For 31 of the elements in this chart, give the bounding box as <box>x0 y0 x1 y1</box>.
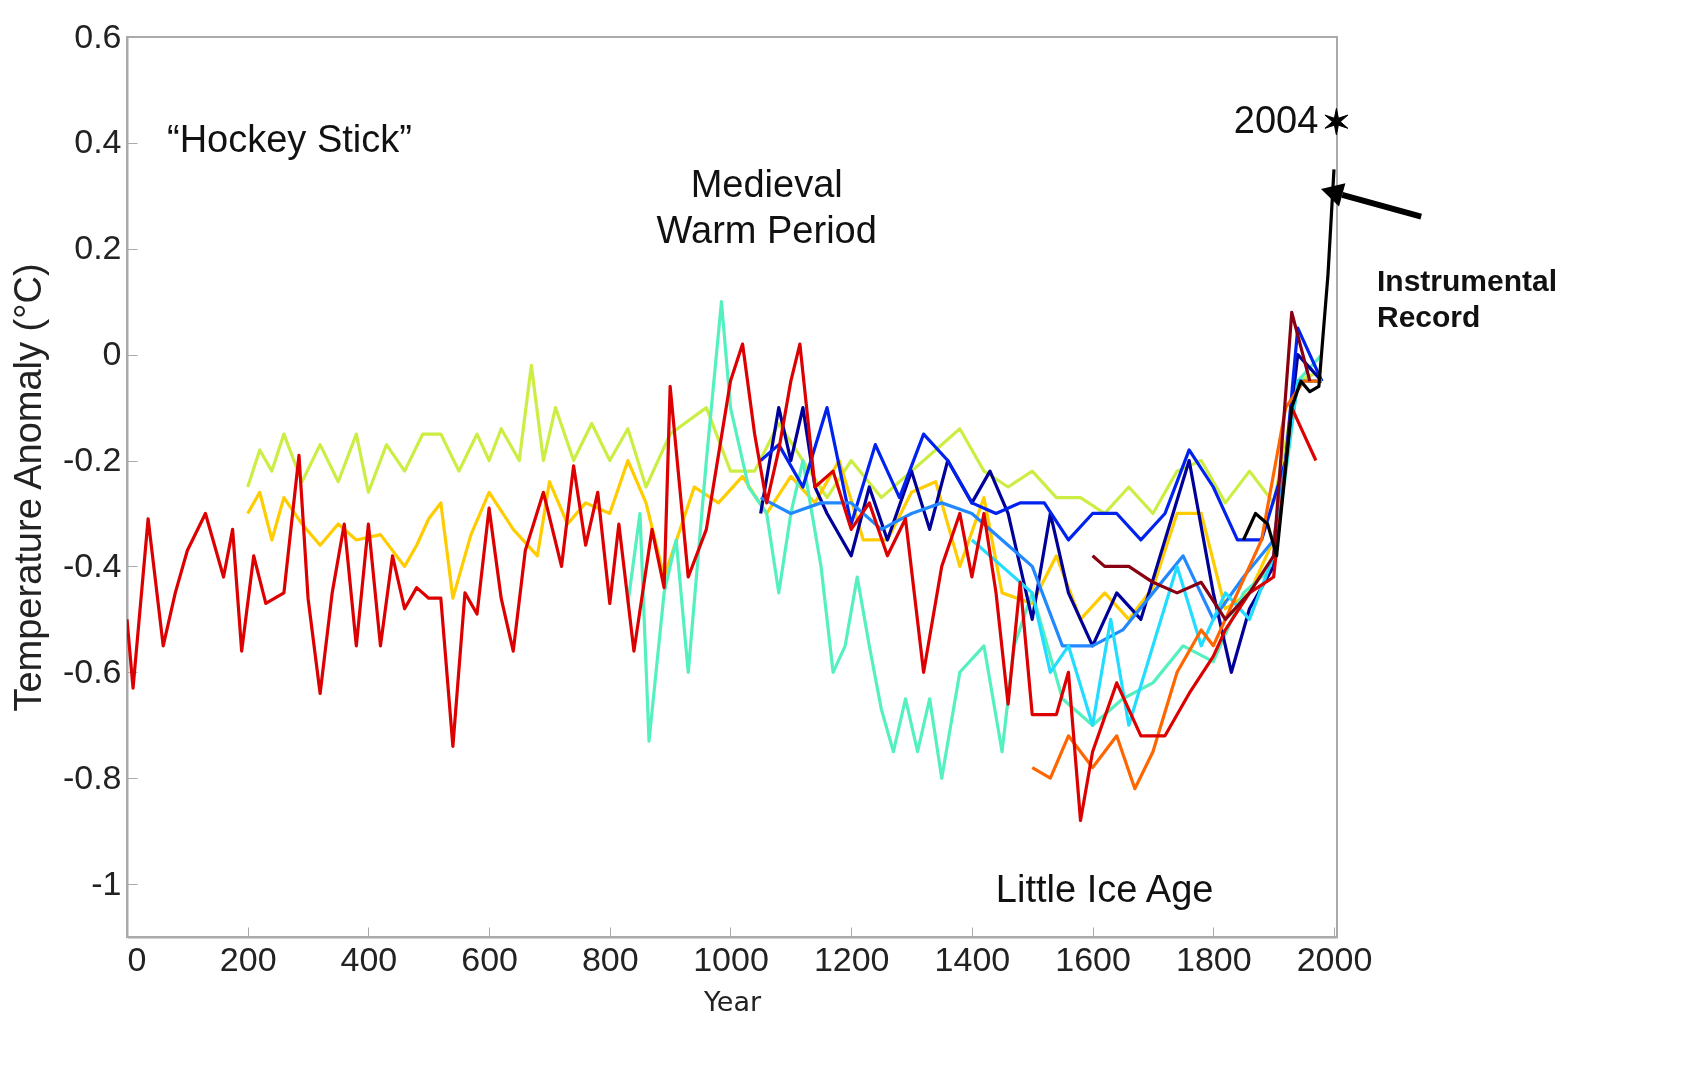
x-tick-label: 1000 <box>693 939 769 978</box>
y-tick-label: 0 <box>102 334 122 373</box>
text: Instrumental Record <box>1377 264 1558 333</box>
x-tick-label: 200 <box>219 939 277 978</box>
x-tick-label: 600 <box>461 939 518 978</box>
y-tick-label: 0.4 <box>74 122 122 161</box>
y-axis-title: Temperature Anomaly (°C) <box>6 263 49 712</box>
x-axis-title: Year <box>702 985 762 1017</box>
line-series <box>1090 310 1312 621</box>
annotation: 2004 <box>1233 98 1319 141</box>
y-tick-label: -0.8 <box>62 757 122 796</box>
annotation: Medieval Warm Period <box>656 163 877 251</box>
annotation: Little Ice Age <box>995 868 1214 910</box>
line-series <box>1030 379 1324 791</box>
x-tick-label: 2000 <box>1296 939 1373 978</box>
x-tick-label: 1800 <box>1175 939 1252 978</box>
y-tick-label: -1 <box>91 863 122 902</box>
x-tick-label: 800 <box>581 939 639 978</box>
y-tick-label: 0.6 <box>74 16 122 55</box>
y-tick-label: 0.2 <box>74 228 122 267</box>
y-tick-label: -0.4 <box>62 545 122 584</box>
line-series <box>1241 167 1336 558</box>
line-series <box>127 342 1318 823</box>
x-tick-label: 400 <box>340 939 398 978</box>
x-tick-label: 1600 <box>1055 939 1131 978</box>
annotation: “Hockey Stick” <box>167 118 412 160</box>
y-tick-label: -0.6 <box>62 651 122 690</box>
x-tick-label: 0 <box>127 939 147 978</box>
x-tick-label: 1400 <box>934 939 1011 978</box>
y-tick-label: -0.2 <box>62 440 122 479</box>
x-tick-label: 1200 <box>813 939 890 978</box>
